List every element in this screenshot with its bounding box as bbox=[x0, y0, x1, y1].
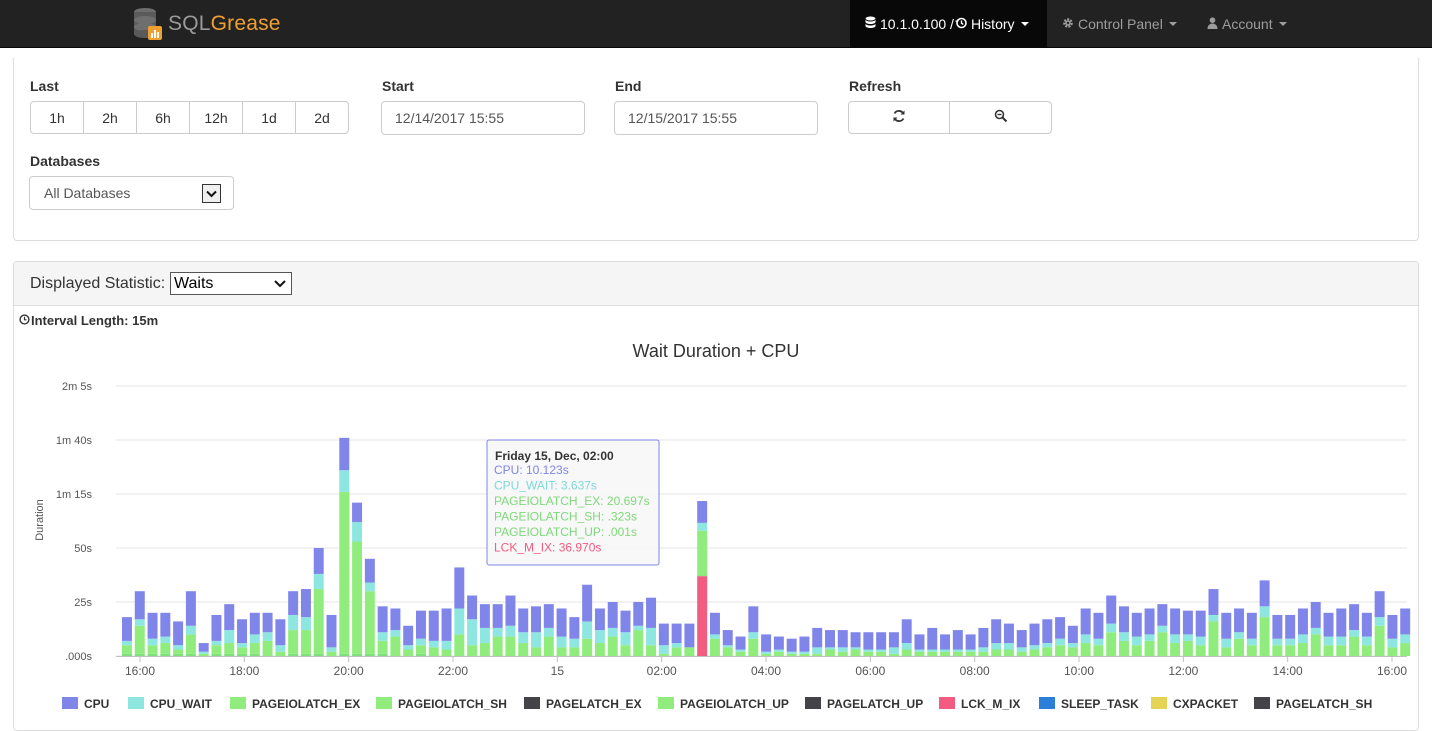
range-2d-button[interactable]: 2d bbox=[295, 101, 349, 134]
range-6h-button[interactable]: 6h bbox=[136, 101, 190, 134]
statistics-panel-header: Displayed Statistic: Waits bbox=[14, 262, 1418, 306]
interval-length-text: Interval Length: 15m bbox=[31, 313, 159, 328]
account-label: Account bbox=[1222, 16, 1273, 32]
range-1h-button[interactable]: 1h bbox=[30, 101, 84, 134]
databases-selected-value: All Databases bbox=[44, 185, 131, 201]
server-address: 10.1.0.100 / bbox=[880, 16, 954, 32]
server-history-dropdown[interactable]: 10.1.0.100 / History bbox=[850, 0, 1047, 48]
control-panel-dropdown[interactable]: Control Panel bbox=[1062, 0, 1177, 48]
chevron-down-icon bbox=[1168, 22, 1177, 26]
interval-length: Interval Length: 15m bbox=[19, 313, 158, 328]
zoom-out-icon bbox=[994, 109, 1008, 126]
account-dropdown[interactable]: Account bbox=[1207, 0, 1287, 48]
chevron-down-icon bbox=[1278, 22, 1287, 26]
displayed-statistic-select[interactable]: Waits bbox=[170, 272, 292, 295]
displayed-statistic-value: Waits bbox=[174, 274, 214, 292]
brand-name-left: SQL bbox=[168, 12, 211, 35]
range-12h-button[interactable]: 12h bbox=[189, 101, 243, 134]
range-2h-button[interactable]: 2h bbox=[83, 101, 137, 134]
statistics-panel: Displayed Statistic: Waits Interval Leng… bbox=[13, 261, 1419, 731]
top-navbar: SQLGrease 10.1.0.100 / History Control P… bbox=[0, 0, 1432, 48]
start-date-input[interactable]: 12/14/2017 15:55 bbox=[381, 101, 585, 135]
databases-label: Databases bbox=[30, 153, 101, 169]
refresh-label: Refresh bbox=[849, 78, 902, 94]
brand-logo-link[interactable]: SQLGrease bbox=[132, 4, 281, 44]
chevron-down-icon bbox=[274, 280, 286, 288]
last-range-buttons: 1h 2h 6h 12h 1d 2d bbox=[30, 101, 349, 134]
displayed-statistic-label: Displayed Statistic: bbox=[30, 275, 166, 292]
end-label: End bbox=[615, 78, 642, 94]
range-1d-button[interactable]: 1d bbox=[242, 101, 296, 134]
databases-select[interactable]: All Databases bbox=[29, 176, 234, 210]
user-icon bbox=[1207, 16, 1218, 32]
control-panel-label: Control Panel bbox=[1078, 16, 1163, 32]
database-logo-icon bbox=[132, 6, 164, 42]
filter-panel: Last 1h 2h 6h 12h 1d 2d Start 12/14/2017… bbox=[13, 58, 1419, 241]
zoom-button[interactable] bbox=[949, 101, 1052, 134]
refresh-button[interactable] bbox=[848, 101, 950, 134]
chevron-down-icon bbox=[202, 184, 221, 203]
database-icon bbox=[865, 16, 876, 32]
gear-icon bbox=[1062, 16, 1074, 32]
last-label: Last bbox=[30, 78, 59, 94]
refresh-icon bbox=[892, 109, 906, 126]
chevron-down-icon bbox=[1020, 22, 1029, 26]
start-label: Start bbox=[382, 78, 414, 94]
brand-name-right: Grease bbox=[210, 12, 281, 35]
clock-icon bbox=[19, 313, 30, 328]
refresh-buttons bbox=[848, 101, 1052, 134]
end-date-input[interactable]: 12/15/2017 15:55 bbox=[614, 101, 818, 135]
history-label: History bbox=[970, 16, 1015, 32]
history-icon bbox=[955, 16, 967, 32]
